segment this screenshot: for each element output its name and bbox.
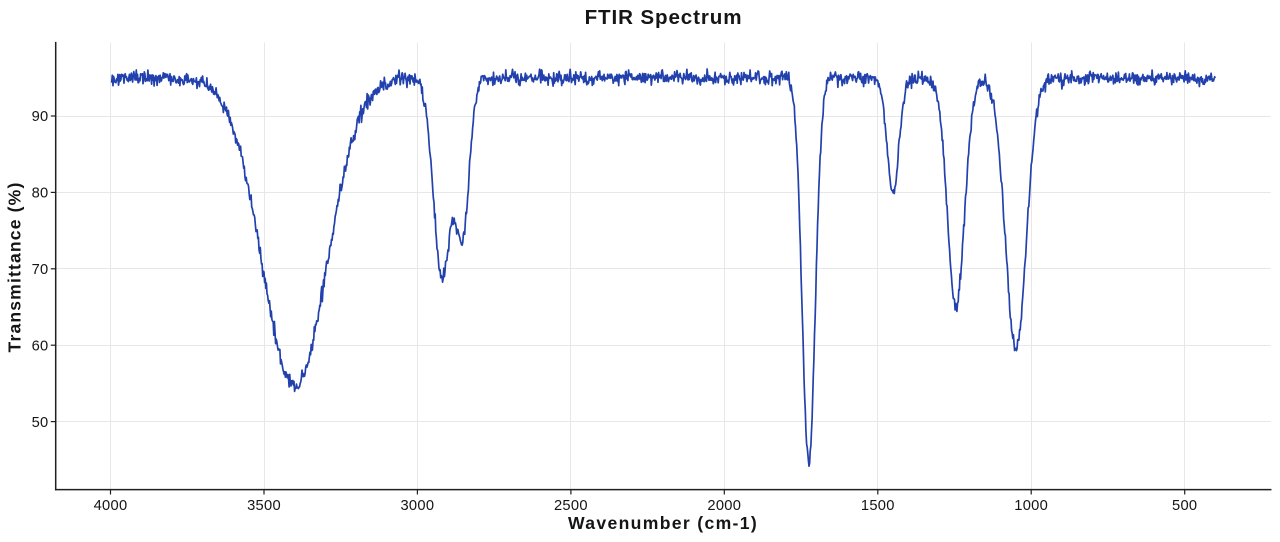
svg-text:80: 80 — [32, 186, 49, 202]
svg-text:1000: 1000 — [1014, 498, 1048, 514]
svg-text:3000: 3000 — [400, 498, 434, 514]
svg-text:FTIR Spectrum: FTIR Spectrum — [585, 6, 743, 29]
svg-text:Transmittance (%): Transmittance (%) — [4, 182, 24, 353]
svg-text:4000: 4000 — [94, 498, 128, 514]
svg-text:Wavenumber (cm-1): Wavenumber (cm-1) — [568, 513, 758, 533]
svg-text:90: 90 — [32, 109, 49, 125]
svg-text:500: 500 — [1172, 498, 1197, 514]
svg-text:50: 50 — [32, 415, 49, 431]
svg-text:70: 70 — [32, 262, 49, 278]
svg-text:2500: 2500 — [554, 498, 588, 514]
svg-text:3500: 3500 — [247, 498, 281, 514]
svg-text:60: 60 — [32, 338, 49, 354]
svg-text:1500: 1500 — [861, 498, 895, 514]
svg-text:2000: 2000 — [707, 498, 741, 514]
